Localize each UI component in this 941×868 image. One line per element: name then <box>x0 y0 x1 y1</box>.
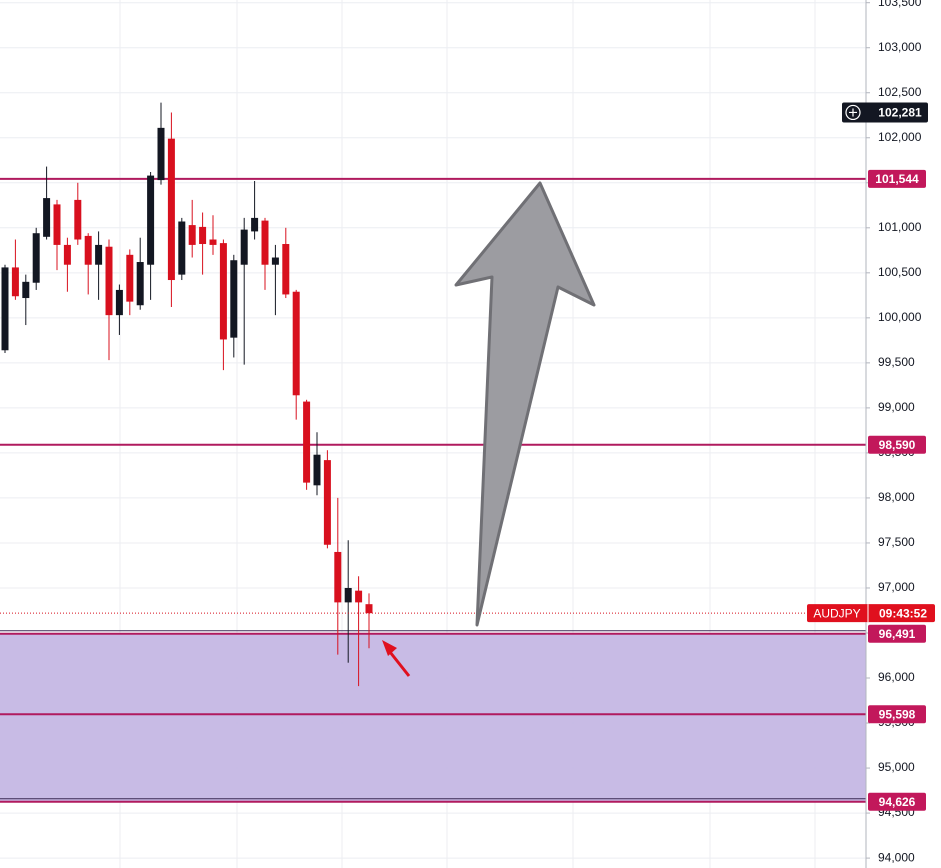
candle-body <box>53 204 61 245</box>
price-axis <box>866 0 941 868</box>
y-tick-label: 97,500 <box>878 535 915 549</box>
y-tick-label: 100,000 <box>878 310 922 324</box>
candle-body <box>334 551 342 603</box>
candle-body <box>282 244 290 295</box>
price-label-box <box>868 169 926 188</box>
y-tick-label: 97,000 <box>878 580 915 594</box>
y-tick-label: 102,000 <box>878 130 922 144</box>
price-label-box <box>868 435 926 454</box>
candle-body <box>323 460 331 545</box>
price-label: 95,598 <box>879 707 916 721</box>
candle-body <box>95 244 103 265</box>
candle-body <box>292 291 300 396</box>
price-label-box <box>868 624 926 643</box>
candle-body <box>261 220 269 265</box>
candle-body <box>240 229 248 265</box>
price-label: 98,590 <box>879 438 916 452</box>
crosshair-label: 102,281 <box>878 106 922 120</box>
candle-body <box>271 257 279 265</box>
y-tick-label: 101,000 <box>878 220 922 234</box>
candle-body <box>313 454 321 486</box>
y-tick-label: 99,000 <box>878 400 915 414</box>
y-tick-label: 99,500 <box>878 355 915 369</box>
symbol-label: AUDJPY <box>813 606 860 620</box>
candle-body <box>199 226 207 245</box>
candle-body <box>355 590 363 603</box>
candle-body <box>344 587 352 603</box>
pointer-arrow-shaft <box>388 651 411 677</box>
candle-body <box>251 217 259 232</box>
candle-body <box>303 401 311 483</box>
price-label-box <box>868 705 926 724</box>
candle-body <box>115 289 123 316</box>
candle-body <box>167 138 175 281</box>
y-tick-label: 100,500 <box>878 265 922 279</box>
candle-body <box>219 243 227 340</box>
vertical-grid <box>119 0 816 868</box>
candle-body <box>84 235 92 265</box>
add-icon <box>845 104 861 121</box>
y-tick-label: 103,000 <box>878 40 922 54</box>
price-label: 101,544 <box>875 172 919 186</box>
price-label: 96,491 <box>879 627 916 641</box>
pointer-arrow-head <box>382 640 397 656</box>
candle-body <box>22 281 30 299</box>
y-tick-label: 102,500 <box>878 85 922 99</box>
crosshair-box <box>842 102 928 123</box>
candle-body <box>32 233 40 283</box>
candle-body <box>209 239 217 245</box>
candle-body <box>126 254 134 302</box>
candle-body <box>188 225 196 245</box>
candle-body <box>74 199 82 240</box>
last-price-box <box>807 604 935 623</box>
up-arrow-drawing <box>454 181 596 627</box>
y-tick-label: 94,000 <box>878 850 915 864</box>
y-tick-label: 103,500 <box>878 0 922 9</box>
candle-body <box>157 127 165 181</box>
candle-body <box>147 175 155 265</box>
y-tick-label: 95,000 <box>878 760 915 774</box>
candle-body <box>365 604 373 614</box>
candle-body <box>1 267 9 351</box>
candle-body <box>105 246 113 316</box>
candle-body <box>11 267 19 297</box>
support-zone <box>0 633 866 802</box>
y-tick-label: 98,000 <box>878 490 915 504</box>
y-tick-label: 96,000 <box>878 670 915 684</box>
candle-body <box>230 260 238 338</box>
candle-body <box>63 244 71 265</box>
price-label: 94,626 <box>879 795 916 809</box>
candle-body <box>178 221 186 275</box>
candle-body <box>43 198 51 237</box>
pointer-arrow <box>382 640 411 677</box>
add-icon-plus <box>849 108 857 117</box>
price-label-box <box>868 792 926 811</box>
countdown-label: 09:43:52 <box>879 606 927 620</box>
candle-body <box>136 262 144 306</box>
